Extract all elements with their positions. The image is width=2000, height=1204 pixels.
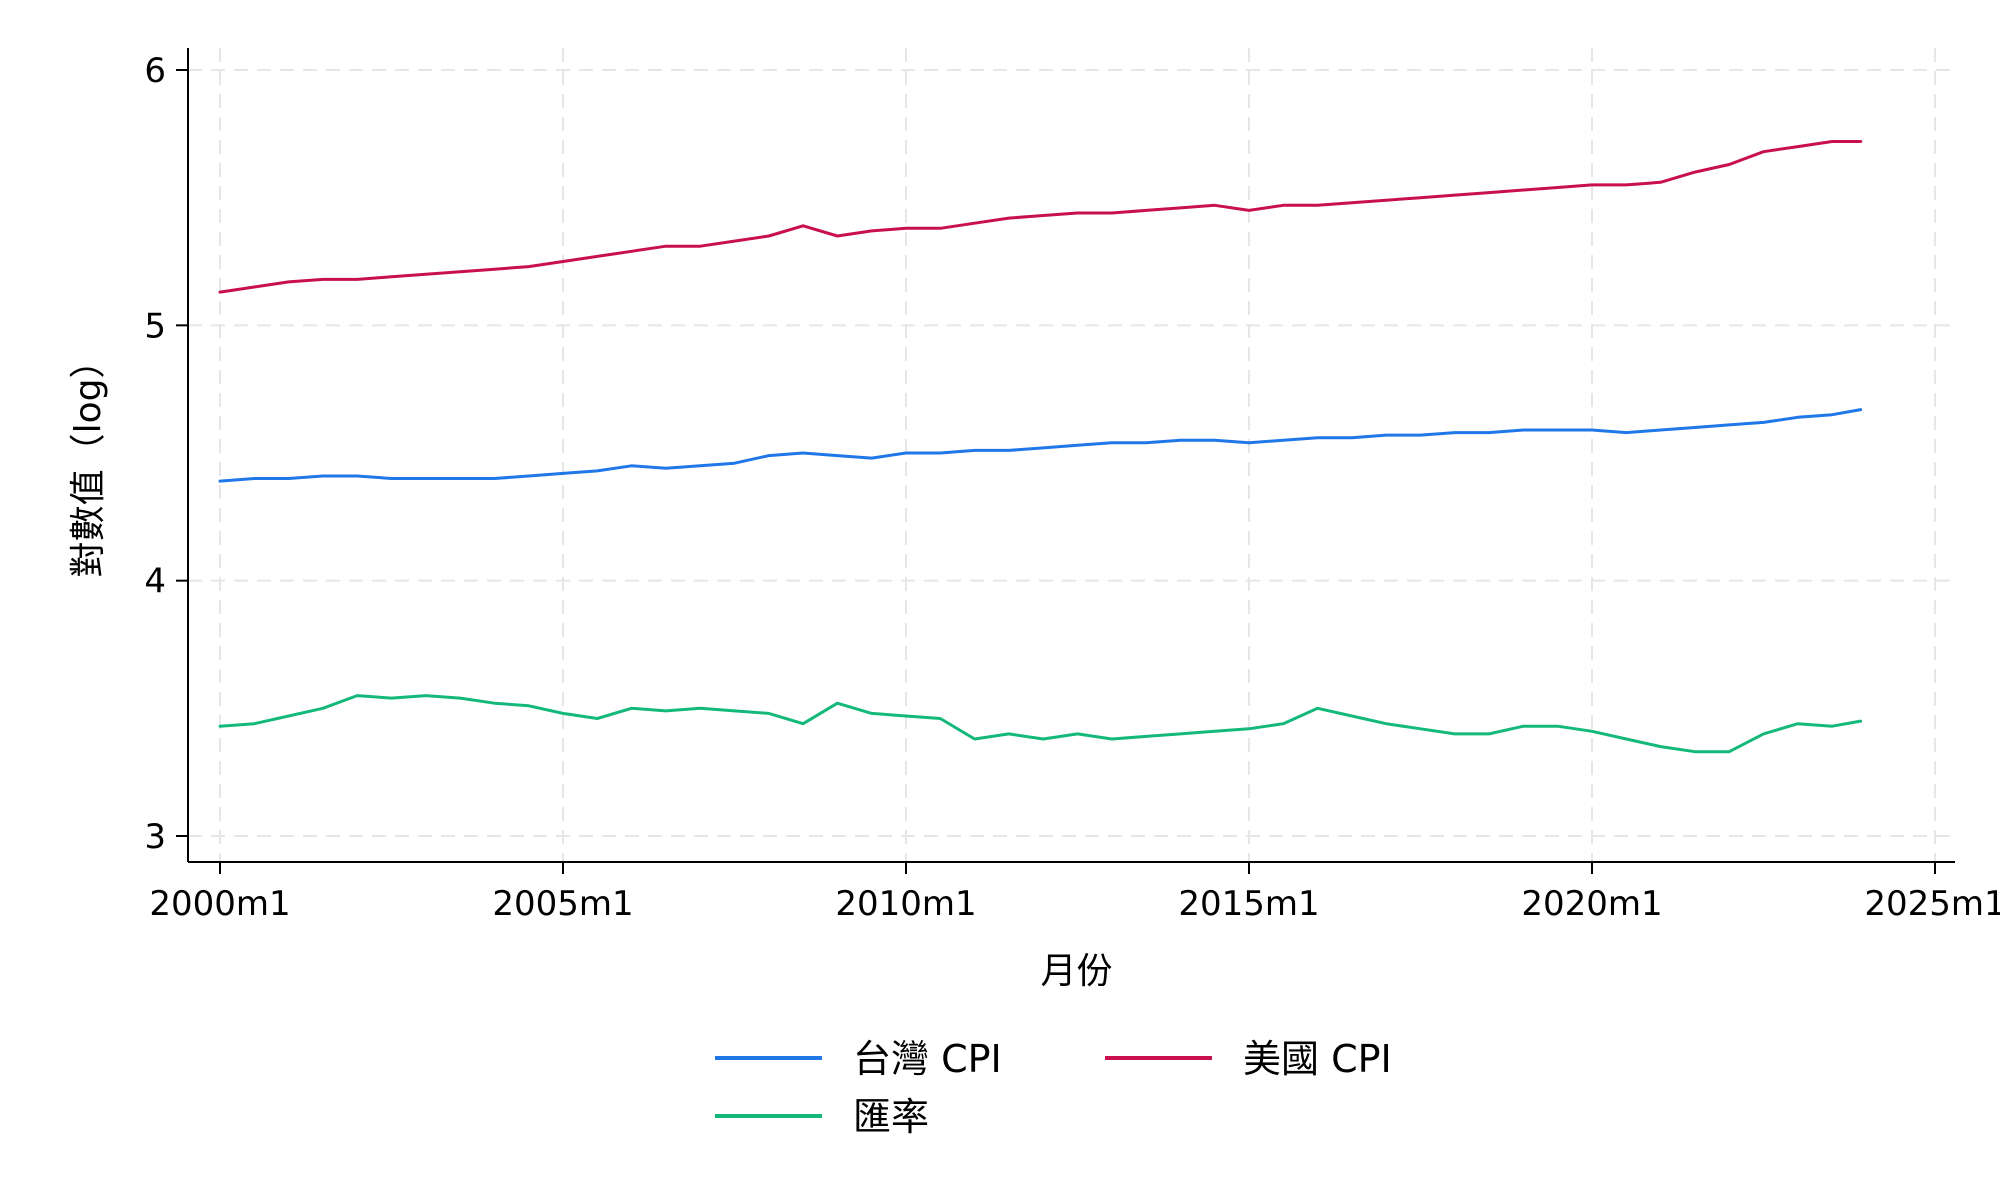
x-tick-label: 2020m1 [1521, 884, 1662, 924]
legend-label: 匯率 [853, 1095, 929, 1139]
x-tick-label: 2015m1 [1178, 884, 1319, 924]
x-tick-label: 2010m1 [835, 884, 976, 924]
series-lines [218, 140, 1863, 754]
series-line-3 [218, 694, 1863, 754]
tick-labels: 3 4 5 6 2000m1 2005m1 2010m1 2015m1 2020m1 2025m1 [144, 51, 2000, 924]
gridlines [188, 48, 1955, 862]
legend-label: 台灣 CPI [853, 1037, 1002, 1081]
y-tick-label: 4 [144, 562, 166, 602]
y-tick-label: 3 [144, 817, 166, 857]
legend: 台灣 CPI 美國 CPI 匯率 [715, 1037, 1392, 1139]
x-tick-label: 2000m1 [149, 884, 290, 924]
legend-label: 美國 CPI [1243, 1037, 1392, 1081]
y-axis-title: 對數值（log） [68, 343, 109, 578]
x-tick-label: 2025m1 [1864, 884, 2000, 924]
y-tick-label: 6 [144, 51, 166, 91]
series-line-2 [218, 140, 1863, 294]
series-line-1 [218, 408, 1863, 483]
axes [176, 48, 1955, 874]
y-tick-label: 5 [144, 306, 166, 346]
x-tick-label: 2005m1 [492, 884, 633, 924]
x-axis-title: 月份 [1040, 951, 1112, 992]
